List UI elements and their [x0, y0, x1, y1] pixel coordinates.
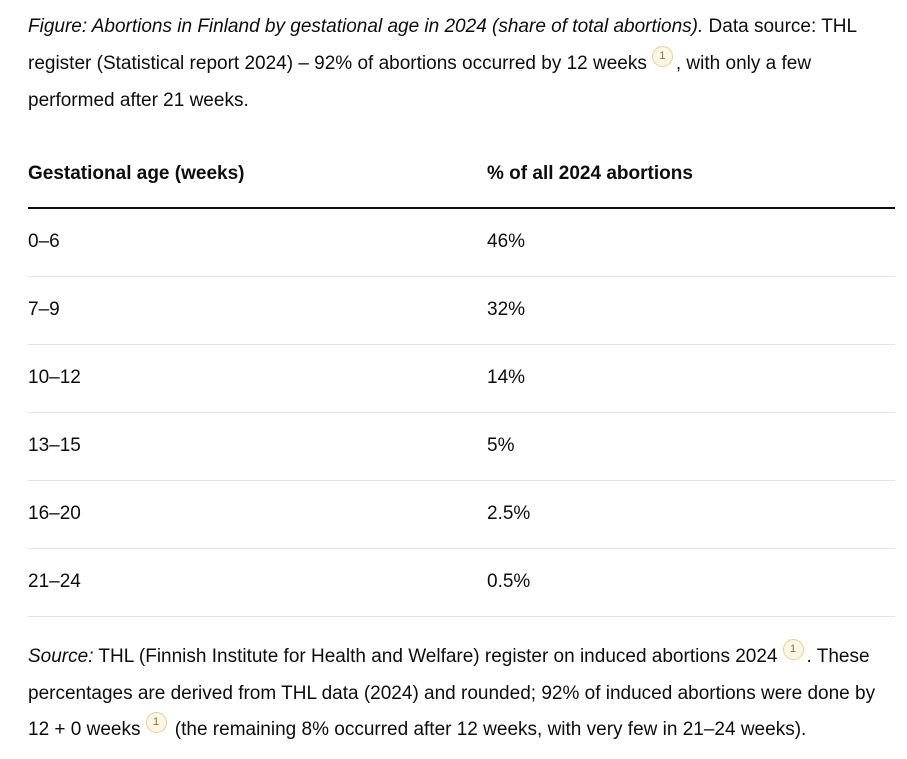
table-row: 21–24 0.5%	[28, 549, 895, 617]
table-row: 13–15 5%	[28, 413, 895, 481]
age-range-cell: 13–15	[28, 435, 81, 456]
age-range-cell: 0–6	[28, 231, 60, 252]
share-cell: 0.5%	[487, 571, 531, 592]
share-cell: 14%	[487, 367, 526, 388]
citation-badge[interactable]: 1	[651, 46, 673, 67]
figure-caption: Figure: Abortions in Finland by gestatio…	[28, 8, 895, 119]
source-note-text-3: (the remaining 8% occurred after 12 week…	[169, 719, 807, 740]
citation-badge[interactable]: 1	[782, 639, 804, 660]
gestational-age-table: Gestational age (weeks) % of all 2024 ab…	[28, 145, 895, 617]
age-range-cell: 16–20	[28, 503, 81, 524]
table-row: 16–20 2.5%	[28, 481, 895, 549]
table-row: 10–12 14%	[28, 345, 895, 413]
figure-caption-italic: Figure: Abortions in Finland by gestatio…	[28, 16, 704, 37]
age-range-cell: 21–24	[28, 571, 81, 592]
share-cell: 32%	[487, 299, 526, 320]
table-row: 0–6 46%	[28, 209, 895, 277]
figure-caption-text-after: , with only a few performed after 21 wee…	[28, 53, 812, 111]
share-cell: 2.5%	[487, 503, 531, 524]
share-cell: 5%	[487, 435, 515, 456]
source-note-italic: Source:	[28, 646, 94, 667]
share-cell: 46%	[487, 231, 526, 252]
source-note-text-2: . These percentages are derived from THL…	[28, 646, 876, 740]
source-note-text-1: THL (Finnish Institute for Health and We…	[93, 646, 778, 667]
column-header-age: Gestational age (weeks)	[28, 163, 245, 184]
table-header-row: Gestational age (weeks) % of all 2024 ab…	[28, 145, 895, 209]
column-header-share: % of all 2024 abortions	[487, 163, 693, 184]
table-row: 7–9 32%	[28, 277, 895, 345]
citation-badge[interactable]: 1	[145, 712, 167, 733]
figure-caption-text: Data source: THL register (Statistical r…	[28, 16, 857, 74]
age-range-cell: 7–9	[28, 299, 60, 320]
source-note: Source: THL (Finnish Institute for Healt…	[28, 639, 895, 749]
age-range-cell: 10–12	[28, 367, 81, 388]
